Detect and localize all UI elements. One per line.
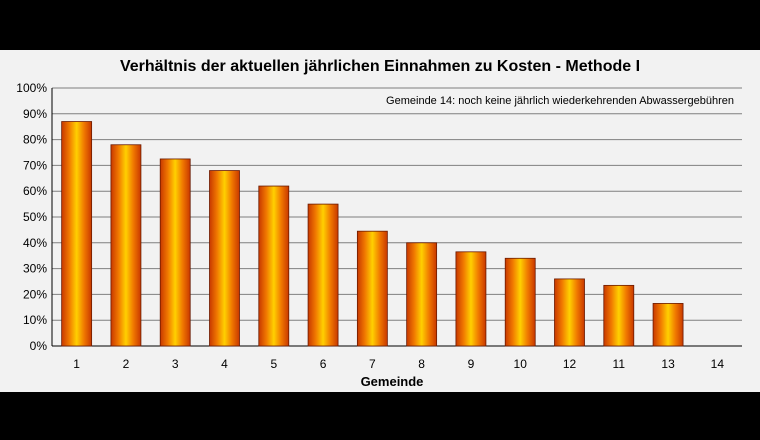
bar-gemeinde-11	[603, 284, 635, 347]
bar-gemeinde-2	[110, 144, 142, 347]
chart-title: Verhältnis der aktuellen jährlichen Einn…	[119, 58, 641, 75]
y-tick-label: 60%	[23, 184, 47, 198]
x-tick-label: 8	[418, 357, 425, 371]
x-tick-label: 12	[563, 357, 577, 371]
bar-gemeinde-10	[504, 257, 536, 347]
y-tick-label: 90%	[23, 107, 47, 121]
x-tick-label: 7	[369, 357, 376, 371]
x-tick-label: 3	[172, 357, 179, 371]
y-tick-label: 0%	[30, 339, 48, 353]
gridlines	[51, 87, 742, 347]
bar-gemeinde-3	[159, 158, 191, 347]
x-tick-label: 13	[661, 357, 675, 371]
x-tick-label: 6	[320, 357, 327, 371]
y-tick-label: 30%	[23, 262, 47, 276]
x-tick-label: 14	[711, 357, 725, 371]
bar-gemeinde-13	[652, 303, 684, 347]
bar-gemeinde-8	[406, 242, 438, 347]
y-tick-label: 70%	[23, 158, 47, 172]
y-tick-label: 10%	[23, 313, 47, 327]
y-tick-label: 20%	[23, 287, 47, 301]
bar-gemeinde-7	[356, 230, 388, 347]
x-tick-label: 5	[270, 357, 277, 371]
bar-gemeinde-9	[455, 251, 487, 347]
y-tick-label: 80%	[23, 133, 47, 147]
bar-gemeinde-5	[258, 185, 290, 347]
x-tick-label: 2	[123, 357, 130, 371]
y-tick-label: 100%	[16, 81, 47, 95]
bars	[61, 121, 684, 347]
x-axis-ticks: 1 2 3 4 5 6 7 8 9 10 12 11 13 14	[73, 357, 724, 371]
y-tick-label: 40%	[23, 236, 47, 250]
bar-gemeinde-6	[307, 203, 339, 347]
bar-gemeinde-1	[61, 121, 93, 347]
bar-gemeinde-12	[554, 278, 585, 347]
x-tick-label: 11	[613, 357, 626, 371]
x-tick-label: 9	[468, 357, 475, 371]
x-tick-label: 10	[514, 357, 528, 371]
x-axis-label: Gemeinde	[361, 374, 424, 389]
bar-gemeinde-4	[209, 170, 240, 347]
x-tick-label: 4	[221, 357, 228, 371]
y-axis-ticks: 0% 10% 20% 30% 40% 50% 60% 70% 80% 90% 100%	[16, 81, 47, 353]
chart-annotation: Gemeinde 14: noch keine jährlich wiederk…	[386, 95, 734, 107]
x-tick-label: 1	[73, 357, 80, 371]
y-tick-label: 50%	[23, 210, 47, 224]
